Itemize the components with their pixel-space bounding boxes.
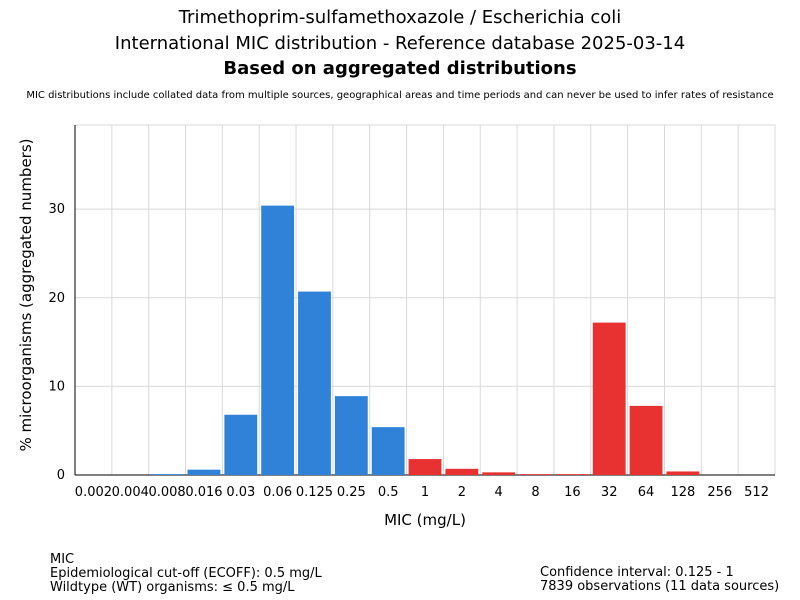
bar: [482, 472, 516, 475]
bar: [187, 469, 221, 475]
x-tick-label: 0.002: [75, 485, 112, 500]
bar: [224, 414, 258, 475]
footer-right: Confidence interval: 0.125 - 1 7839 obse…: [540, 566, 779, 594]
x-tick-label: 0.016: [185, 485, 222, 500]
footer-left: MIC Epidemiological cut-off (ECOFF): 0.5…: [50, 553, 322, 595]
bar: [261, 205, 295, 475]
bar: [519, 474, 552, 475]
x-tick-label: 32: [601, 485, 618, 500]
plot-area: [74, 124, 776, 476]
disclaimer-note: MIC distributions include collated data …: [26, 90, 774, 101]
bar: [666, 471, 700, 475]
bar: [334, 396, 368, 475]
footer-ecoff: Epidemiological cut-off (ECOFF): 0.5 mg/…: [50, 566, 322, 581]
chart-subtitle: International MIC distribution - Referen…: [114, 33, 686, 54]
bar: [298, 291, 331, 475]
x-tick-label: 0.5: [378, 485, 399, 500]
y-tick-label: 30: [48, 202, 65, 217]
x-tick-label: 64: [638, 485, 655, 500]
bar: [629, 405, 663, 475]
bar: [555, 474, 589, 475]
x-tick-label: 512: [744, 485, 769, 500]
bar: [150, 474, 184, 475]
footer-observations: 7839 observations (11 data sources): [540, 579, 780, 594]
x-tick-label: 1: [421, 485, 429, 500]
footer-wildtype: Wildtype (WT) organisms: ≤ 0.5 mg/L: [50, 580, 295, 595]
x-tick-label: 0.06: [263, 485, 292, 500]
y-tick-label: 20: [48, 291, 65, 306]
y-tick-label: 10: [48, 379, 65, 394]
x-tick-label: 16: [564, 485, 581, 500]
x-axis-label: MIC (mg/L): [384, 511, 466, 529]
x-tick-label: 0.004: [112, 485, 149, 500]
x-tick-label: 256: [707, 485, 732, 500]
y-tick-label: 0: [57, 468, 65, 483]
x-tick-label: 0.125: [296, 485, 333, 500]
bar: [371, 427, 405, 475]
footer-mic-label: MIC: [50, 552, 75, 567]
bar: [408, 459, 442, 475]
x-tick-label: 0.25: [337, 485, 366, 500]
y-axis-label: % microorganisms (aggregated numbers): [17, 138, 35, 451]
x-tick-label: 8: [531, 485, 539, 500]
x-tick-label: 0.008: [148, 485, 185, 500]
x-tick-label: 128: [670, 485, 695, 500]
chart-title: Trimethoprim-sulfamethoxazole / Escheric…: [178, 7, 622, 28]
footer-confidence-interval: Confidence interval: 0.125 - 1: [540, 565, 734, 580]
x-tick-label: 4: [495, 485, 503, 500]
x-tick-label: 2: [458, 485, 466, 500]
x-tick-label: 0.03: [226, 485, 255, 500]
bar: [445, 468, 479, 475]
bar: [592, 322, 626, 475]
chart-subtitle-bold: Based on aggregated distributions: [223, 58, 577, 79]
